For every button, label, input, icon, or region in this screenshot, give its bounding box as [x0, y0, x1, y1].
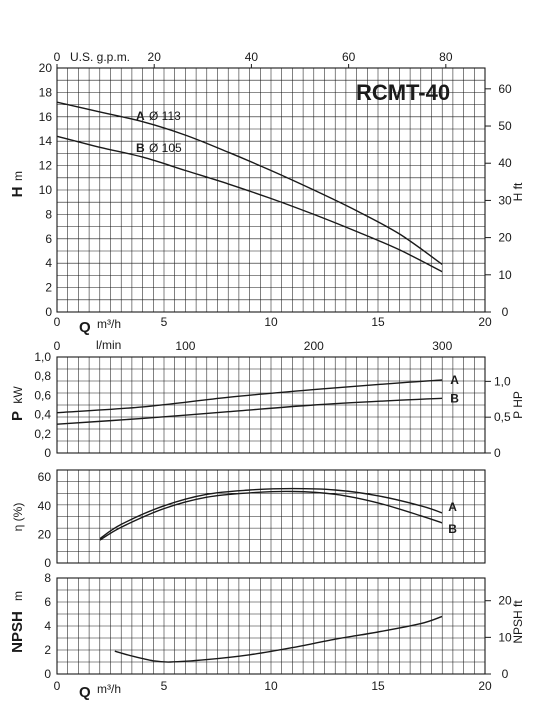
- npsh-ft-tick-label: 20: [498, 594, 512, 608]
- grid-panel-4: [57, 578, 485, 674]
- npsh-tick-label: 4: [44, 619, 51, 633]
- eta-tick-label: 0: [44, 556, 51, 570]
- q-unit-label: m³/h: [97, 317, 121, 331]
- h-tick-label: 10: [39, 183, 53, 197]
- p-axis-label: P: [9, 411, 26, 421]
- q2-tick-label: 0: [54, 679, 61, 693]
- q2-tick-label: 10: [264, 679, 278, 693]
- q-tick-label: 0: [54, 315, 61, 329]
- npsh-tick-label: 6: [44, 595, 51, 609]
- hft-axis-label: H ft: [511, 182, 525, 201]
- power-curve-B: [56, 397, 443, 425]
- q2-axis-label: Q: [79, 684, 91, 701]
- eta-axis-label: η (%): [11, 503, 25, 532]
- q2-tick-label: 15: [371, 679, 385, 693]
- power-curve-label-A: A: [450, 373, 459, 387]
- ft-tick-label: 40: [498, 156, 512, 170]
- curve-label-B-diameter: Ø 105: [149, 141, 182, 155]
- grid-panel-1: [57, 68, 485, 312]
- ft-tick-label: 50: [498, 119, 512, 133]
- ft-tick-label: 60: [498, 82, 512, 96]
- q2-unit-label: m³/h: [97, 682, 121, 696]
- curve-label-A-diameter: Ø 113: [149, 109, 181, 123]
- lmin-tick-label: 300: [432, 339, 452, 353]
- power-curve-A: [56, 379, 443, 414]
- npsh-ft-axis-label: NPSH ft: [511, 600, 525, 644]
- q-tick-label: 20: [478, 315, 492, 329]
- q-tick-label: 10: [264, 315, 278, 329]
- grid-panel-2: [57, 357, 485, 453]
- h-tick-label: 14: [39, 134, 53, 148]
- hp-tick-label: 1,0: [494, 374, 511, 388]
- ft-tick-label: 30: [498, 193, 512, 207]
- frame-panel-4: [56, 577, 486, 675]
- hp-tick-label: 0,5: [494, 410, 511, 424]
- power-curve-label-B: B: [450, 391, 459, 405]
- npsh-ft-tick-label: 0: [502, 667, 509, 681]
- npsh-tick-label: 0: [44, 667, 51, 681]
- frame-panel-3: [56, 469, 486, 564]
- npsh-tick-label: 8: [44, 571, 51, 585]
- lmin-tick-label: 200: [304, 339, 324, 353]
- q-tick-label: 5: [161, 315, 168, 329]
- h-tick-label: 12: [39, 159, 53, 173]
- head-curve-B: [56, 135, 443, 273]
- eta-tick-label: 40: [38, 499, 52, 513]
- gpm-tick-label: 60: [342, 50, 356, 64]
- eff-curve-label-A: A: [448, 500, 457, 514]
- npsh-unit-label: m: [11, 591, 25, 601]
- h-tick-label: 4: [45, 256, 52, 270]
- p-tick-label: 0: [44, 446, 51, 460]
- h-tick-label: 16: [39, 110, 53, 124]
- head-curve-A: [56, 101, 443, 265]
- p-unit-label: kW: [11, 386, 25, 404]
- gpm-tick-label: 40: [245, 50, 259, 64]
- p-tick-label: 0,2: [34, 427, 51, 441]
- gpm-tick-label: 80: [439, 50, 453, 64]
- eff-curve-B: [99, 490, 443, 541]
- q2-tick-label: 20: [478, 679, 492, 693]
- h-tick-label: 18: [39, 85, 53, 99]
- php-axis-label: P HP: [511, 391, 525, 419]
- ft-tick-label: 20: [498, 231, 512, 245]
- lmin-tick-label: 100: [175, 339, 195, 353]
- model-title: RCMT-40: [356, 80, 450, 105]
- h-tick-label: 8: [45, 207, 52, 221]
- lmin-tick-label: 0: [54, 339, 61, 353]
- h-axis-label: H: [9, 187, 26, 198]
- grid-panel-3: [57, 470, 485, 563]
- eff-curve-label-B: B: [448, 522, 457, 536]
- gpm-tick-label: 0: [54, 50, 61, 64]
- npsh-axis-label: NPSH: [9, 611, 26, 653]
- frame-panel-1: [56, 67, 486, 313]
- h-tick-label: 6: [45, 232, 52, 246]
- p-tick-label: 0,4: [34, 408, 51, 422]
- h-unit-label: m: [11, 171, 25, 181]
- eta-tick-label: 20: [38, 527, 52, 541]
- h-tick-label: 0: [45, 305, 52, 319]
- eff-curve-A: [99, 487, 443, 540]
- q2-tick-label: 5: [161, 679, 168, 693]
- npsh-curve: [114, 615, 443, 663]
- h-tick-label: 2: [45, 281, 52, 295]
- curve-label-A: A: [136, 109, 145, 123]
- gpm-axis-label: U.S. g.p.m.: [70, 50, 130, 64]
- p-tick-label: 0,8: [34, 369, 51, 383]
- hp-tick-label: 0: [494, 446, 501, 460]
- lmin-axis-label: l/min: [96, 338, 121, 352]
- p-tick-label: 1,0: [34, 350, 51, 364]
- q-tick-label: 15: [371, 315, 385, 329]
- ft-tick-label: 0: [502, 305, 509, 319]
- gpm-tick-label: 20: [148, 50, 162, 64]
- frame-panel-2: [56, 356, 486, 454]
- ft-tick-label: 10: [498, 268, 512, 282]
- q-axis-label: Q: [79, 319, 91, 336]
- p-tick-label: 0,6: [34, 388, 51, 402]
- npsh-tick-label: 2: [44, 643, 51, 657]
- curve-label-B: B: [136, 141, 145, 155]
- h-tick-label: 20: [39, 61, 53, 75]
- npsh-ft-tick-label: 10: [498, 630, 512, 644]
- eta-tick-label: 60: [38, 470, 52, 484]
